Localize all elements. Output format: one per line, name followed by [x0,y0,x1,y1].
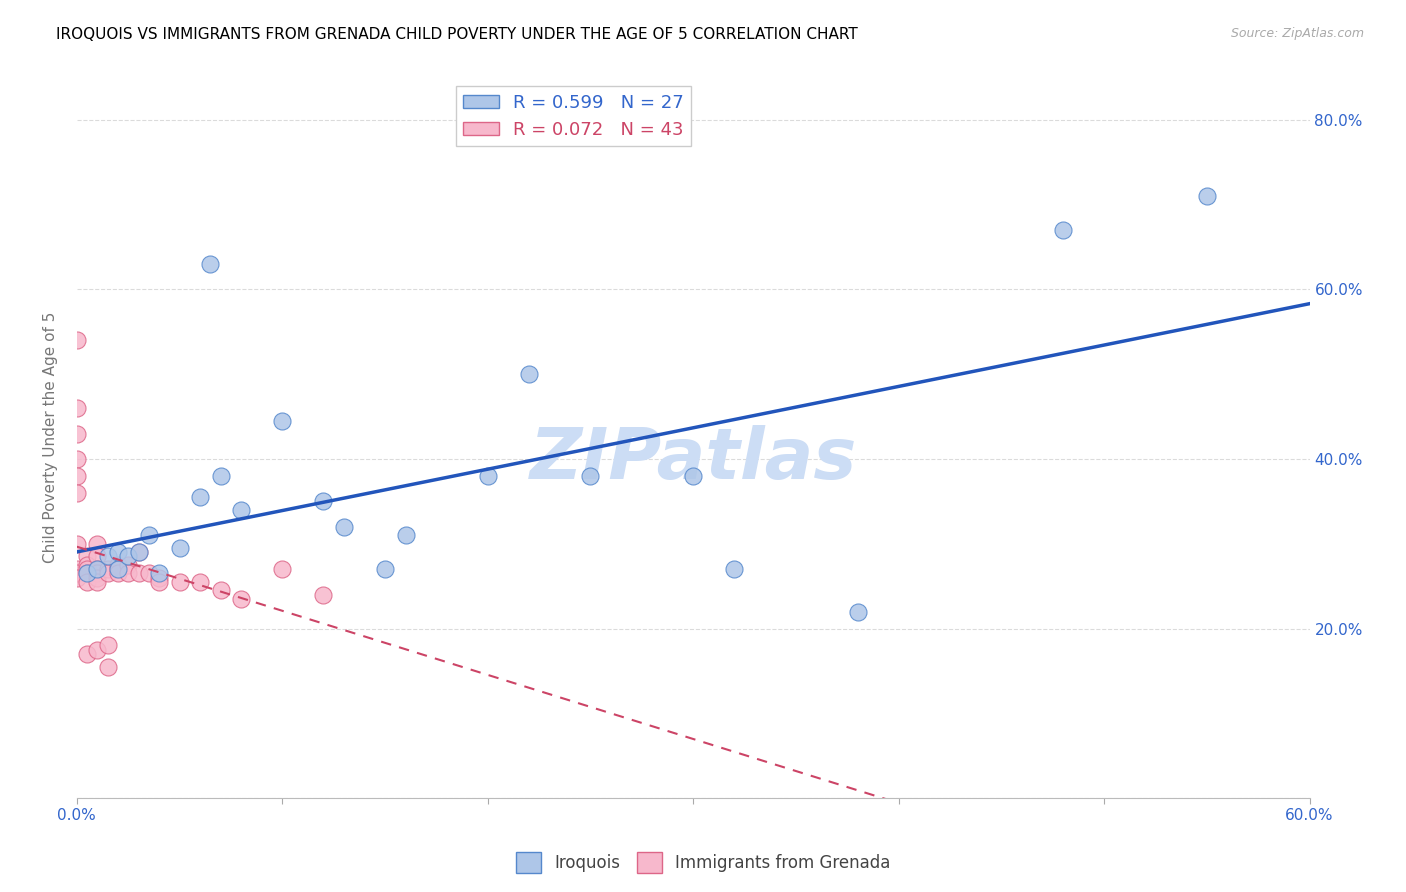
Point [66,426,89,441]
Y-axis label: Child Poverty Under the Age of 5: Child Poverty Under the Age of 5 [44,312,58,564]
Point [76,566,98,581]
Point [76,562,98,576]
Point [66,537,89,551]
Point [107,562,129,576]
Point [66,562,89,576]
Point [97,566,120,581]
Point [86,566,108,581]
Point [86,642,108,657]
Point [188,490,211,504]
Point [107,562,129,576]
Point [107,545,129,559]
Point [66,486,89,500]
Legend: R = 0.599   N = 27, R = 0.072   N = 43: R = 0.599 N = 27, R = 0.072 N = 43 [456,87,692,146]
Point [107,566,129,581]
Point [97,549,120,564]
Point [517,367,540,381]
Point [138,566,160,581]
Point [169,541,191,555]
Point [86,562,108,576]
Point [66,452,89,467]
Text: IROQUOIS VS IMMIGRANTS FROM GRENADA CHILD POVERTY UNDER THE AGE OF 5 CORRELATION: IROQUOIS VS IMMIGRANTS FROM GRENADA CHIL… [56,27,858,42]
Point [477,469,499,483]
Point [128,566,150,581]
Point [148,566,170,581]
Point [107,558,129,572]
Point [86,562,108,576]
Point [86,571,108,585]
Text: ZIPatlas: ZIPatlas [530,425,856,494]
Text: Source: ZipAtlas.com: Source: ZipAtlas.com [1230,27,1364,40]
Point [579,469,602,483]
Point [231,503,253,517]
Point [97,562,120,576]
Point [86,574,108,589]
Point [312,588,335,602]
Point [117,566,139,581]
Point [66,571,89,585]
Point [86,537,108,551]
Point [271,414,294,428]
Point [76,566,98,581]
Point [1052,223,1074,237]
Point [333,520,356,534]
Point [117,558,139,572]
Point [188,574,211,589]
Point [138,528,160,542]
Point [66,333,89,347]
Point [97,639,120,653]
Point [312,494,335,508]
Point [66,401,89,415]
Point [1195,189,1218,203]
Point [209,469,232,483]
Legend: Iroquois, Immigrants from Grenada: Iroquois, Immigrants from Grenada [509,846,897,880]
Point [374,562,396,576]
Point [148,574,170,589]
Point [271,562,294,576]
Point [128,545,150,559]
Point [97,659,120,673]
Point [169,574,191,589]
Point [394,528,416,542]
Point [76,647,98,661]
Point [76,549,98,564]
Point [66,566,89,581]
Point [117,549,139,564]
Point [66,469,89,483]
Point [846,605,869,619]
Point [86,549,108,564]
Point [128,545,150,559]
Point [682,469,704,483]
Point [231,591,253,606]
Point [200,257,222,271]
Point [209,583,232,598]
Point [76,558,98,572]
Point [148,571,170,585]
Point [723,562,745,576]
Point [76,574,98,589]
